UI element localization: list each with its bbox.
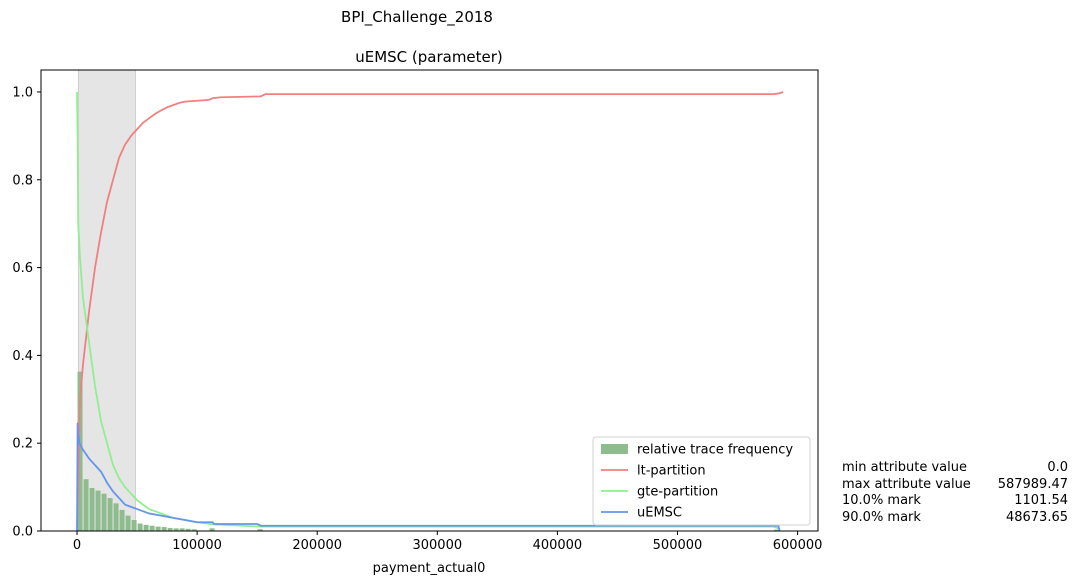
- x-axis-label: payment_actual0: [373, 561, 486, 576]
- stat-row-min: min attribute value 0.0: [842, 460, 1068, 477]
- histogram-bar: [125, 515, 131, 531]
- axes-frame: [40, 69, 819, 532]
- histogram-bar: [209, 528, 215, 531]
- chart-title: uEMSC (parameter): [355, 48, 503, 66]
- y-tick-label: 0.8: [12, 173, 33, 188]
- y-tick-label: 0.0: [12, 525, 33, 540]
- histogram-bar: [101, 493, 107, 531]
- axes: 0 100000 200000 300000 400000 500000 600000 0.0…: [12, 69, 823, 553]
- stat-label: 10.0% mark: [842, 493, 921, 508]
- x-tick-label: 100000: [172, 538, 222, 553]
- histogram-bar: [143, 524, 149, 531]
- histogram-bar: [179, 528, 185, 531]
- x-tick-label: 200000: [292, 538, 342, 553]
- stat-row-10pct: 10.0% mark 1101.54: [842, 493, 1068, 510]
- legend: relative trace frequency lt-partition gte-…: [592, 436, 811, 526]
- histogram-bar: [83, 479, 89, 531]
- percentile-band: [77, 69, 136, 532]
- histogram-bar: [161, 527, 167, 531]
- histogram-bar: [113, 503, 119, 531]
- histogram-bar: [131, 520, 137, 531]
- legend-box: [592, 436, 811, 526]
- x-tick-label: 400000: [533, 538, 583, 553]
- legend-label: relative trace frequency: [637, 443, 793, 458]
- attribute-stats: min attribute value 0.0 max attribute va…: [842, 460, 1068, 526]
- plot-area: [76, 69, 784, 532]
- legend-label: uEMSC: [637, 506, 682, 521]
- histogram-bar: [155, 526, 161, 531]
- y-tick-label: 0.6: [12, 261, 33, 276]
- histogram-bar: [107, 498, 113, 531]
- histogram-bar: [137, 523, 143, 531]
- stat-label: 90.0% mark: [842, 509, 921, 525]
- y-tick-label: 0.2: [12, 437, 33, 452]
- histogram-bar: [119, 509, 125, 531]
- histogram-bar: [89, 487, 95, 531]
- legend-label: gte-partition: [637, 485, 718, 500]
- stat-value: 48673.65: [1005, 509, 1068, 525]
- suptitle: BPI_Challenge_2018: [341, 8, 493, 27]
- stat-value: 1101.54: [1014, 493, 1068, 508]
- stat-label: min attribute value: [842, 460, 967, 475]
- histogram-bar: [774, 529, 780, 531]
- x-tick-label: 300000: [412, 538, 462, 553]
- histogram-bar: [77, 371, 83, 531]
- legend-label: lt-partition: [637, 464, 706, 479]
- series-line-lt-partition: [76, 91, 784, 532]
- y-tick-label: 1.0: [12, 85, 33, 100]
- y-tick-label: 0.4: [12, 349, 33, 364]
- legend-swatch: [601, 444, 628, 454]
- series-line-uEMSC: [76, 422, 781, 532]
- histogram-bar: [191, 529, 197, 531]
- stat-label: max attribute value: [842, 476, 971, 492]
- histogram-bar: [95, 490, 101, 531]
- x-tick-label: 500000: [653, 538, 703, 553]
- histogram-bar: [257, 529, 263, 531]
- histogram-bar: [173, 528, 179, 531]
- x-tick-label: 600000: [773, 538, 823, 553]
- stat-value: 0.0: [1047, 460, 1068, 475]
- histogram-bar: [167, 527, 173, 531]
- stat-row-max: max attribute value 587989.47: [842, 477, 1068, 494]
- stat-row-90pct: 90.0% mark 48673.65: [842, 510, 1068, 527]
- x-tick-label: 0: [73, 538, 81, 553]
- stat-value: 587989.47: [997, 476, 1068, 492]
- histogram-bar: [149, 525, 155, 531]
- histogram-bar: [185, 528, 191, 531]
